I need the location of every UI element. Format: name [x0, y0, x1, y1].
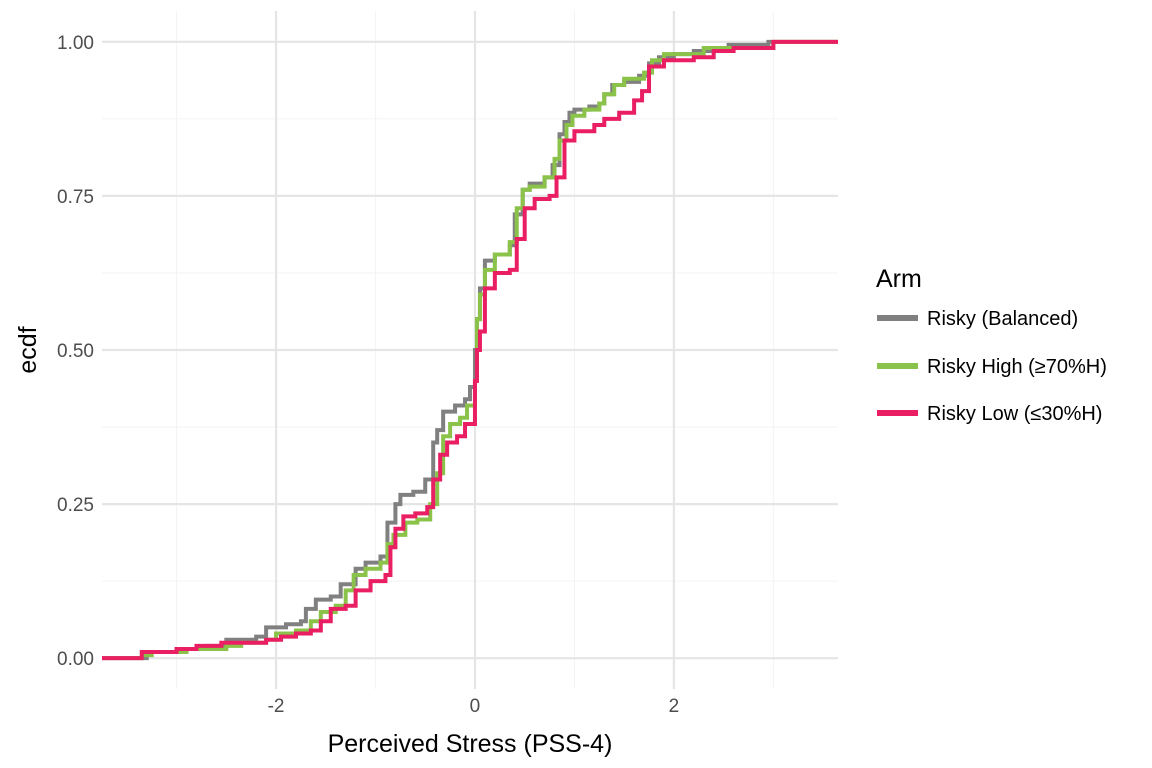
axes: -2 0 2 0.00 0.25 0.50 0.75 1.00: [57, 33, 679, 717]
x-tick-label: 0: [470, 696, 481, 717]
x-tick-label: 2: [669, 696, 680, 717]
legend-label-risky-low: Risky Low (≤30%H): [927, 403, 1102, 425]
ecdf-series-line-2: [102, 39, 838, 661]
x-axis-title: Perceived Stress (PSS-4): [328, 730, 613, 758]
legend-title: Arm: [876, 265, 922, 293]
y-tick-label: 1.00: [57, 33, 94, 54]
y-tick-label: 0.00: [57, 649, 94, 670]
y-tick-label: 0.50: [57, 341, 94, 362]
grid: [102, 11, 838, 689]
y-axis-title: ecdf: [14, 326, 42, 373]
legend: Arm Risky (Balanced) Risky High (≥70%H) …: [876, 265, 1107, 425]
ecdf-series-line-1: [102, 39, 838, 661]
legend-label-risky-high: Risky High (≥70%H): [927, 356, 1107, 378]
legend-label-risky-balanced: Risky (Balanced): [927, 308, 1078, 330]
x-tick-label: -2: [268, 696, 285, 717]
plot-series: [102, 39, 838, 661]
y-tick-label: 0.25: [57, 495, 94, 516]
y-tick-label: 0.75: [57, 187, 94, 208]
